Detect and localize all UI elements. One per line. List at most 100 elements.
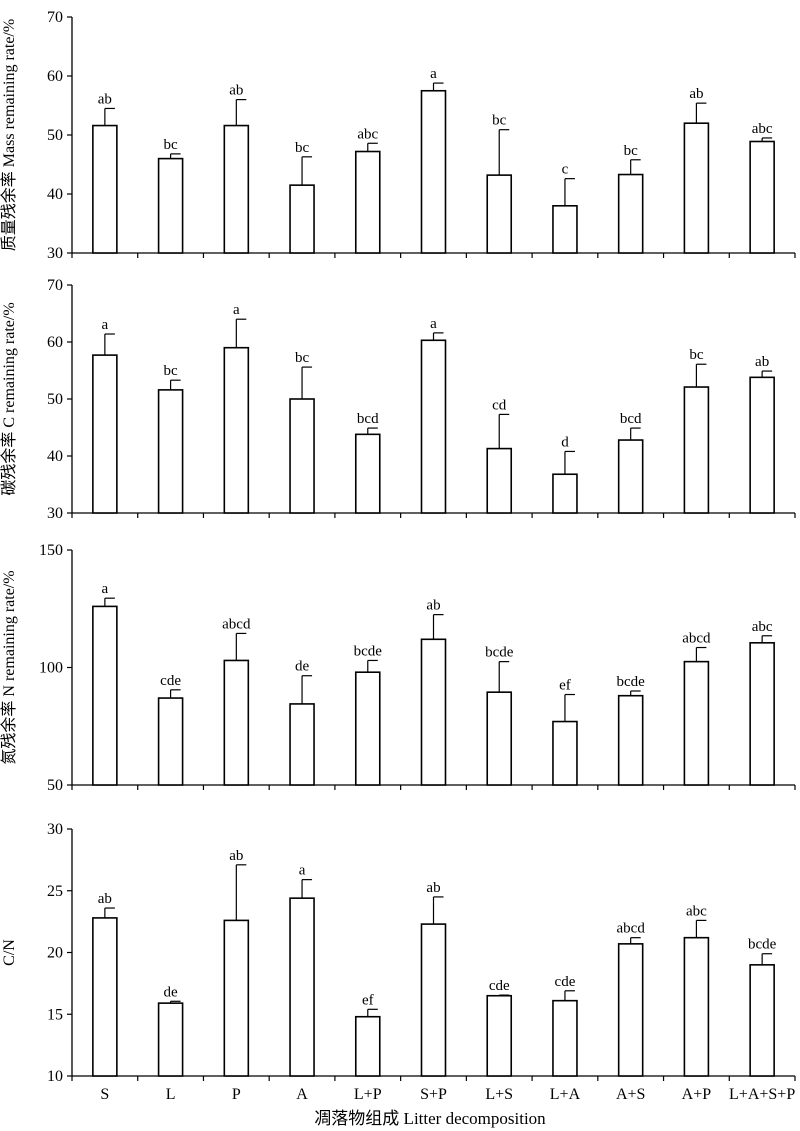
y-axis-title: 质量残余率 Mass remaining rate/%: [0, 19, 18, 251]
significance-label: bcde: [617, 674, 646, 690]
bar: [92, 124, 118, 254]
significance-label: bc: [295, 350, 310, 366]
bar: [354, 671, 381, 786]
x-category-label: S: [100, 1086, 109, 1103]
chart-panel-4: 10 15 20 25 30 C/N ab de ab a ef ab cde cde abcd abc bcd…: [1, 821, 796, 1103]
significance-label: bcd: [620, 411, 642, 427]
y-tick-label: 70: [47, 9, 63, 26]
significance-label: bc: [689, 347, 704, 363]
bar: [749, 642, 775, 786]
y-tick-label: 40: [47, 186, 63, 203]
bar: [157, 1002, 184, 1077]
significance-label: abcd: [617, 921, 646, 937]
significance-label: de: [164, 984, 179, 1000]
x-category-label: A: [296, 1086, 308, 1103]
significance-label: abcd: [222, 616, 251, 632]
bar: [420, 89, 447, 254]
bar: [683, 122, 710, 254]
significance-label: cde: [555, 974, 576, 990]
y-tick-label: 30: [47, 821, 63, 838]
significance-label: bc: [295, 140, 310, 156]
y-tick-label: 50: [47, 127, 63, 144]
bar: [289, 897, 315, 1077]
bar: [354, 1015, 381, 1077]
bar: [223, 919, 250, 1077]
y-tick-label: 30: [47, 505, 63, 522]
significance-label: abc: [752, 619, 773, 635]
x-category-label: L+A: [550, 1086, 581, 1103]
bar: [552, 205, 578, 254]
significance-label: de: [295, 659, 310, 675]
bar: [617, 694, 644, 786]
y-tick-label: 30: [47, 245, 63, 262]
bar: [157, 157, 184, 254]
y-tick-label: 60: [47, 334, 63, 351]
significance-label: ab: [98, 91, 112, 107]
significance-label: cde: [489, 978, 510, 994]
x-category-label: L+S: [485, 1086, 513, 1103]
y-tick-label: 15: [47, 1006, 63, 1023]
bar: [749, 964, 775, 1077]
bar: [92, 605, 118, 786]
bar: [749, 376, 775, 514]
x-category-label: A+P: [682, 1086, 712, 1103]
bar: [552, 473, 578, 514]
significance-label: bcde: [748, 937, 777, 953]
x-category-label: L: [166, 1086, 176, 1103]
bar: [157, 697, 184, 786]
bar: [289, 398, 315, 514]
bar: [617, 439, 644, 514]
bar: [552, 999, 578, 1077]
y-tick-label: 40: [47, 448, 63, 465]
y-tick-label: 50: [47, 391, 63, 408]
chart-panel-1: 30 40 50 60 70 质量残余率 Mass remaining rate/% ab b…: [0, 9, 796, 262]
significance-label: bcde: [485, 645, 514, 661]
bar: [289, 703, 315, 786]
bar: [617, 173, 644, 254]
y-tick-label: 50: [47, 777, 63, 794]
bar: [223, 346, 250, 514]
y-tick-label: 10: [47, 1068, 63, 1085]
bar: [683, 936, 710, 1077]
bar: [683, 660, 710, 786]
significance-label: a: [102, 317, 109, 333]
bar: [486, 174, 513, 254]
x-category-label: L+P: [354, 1086, 382, 1103]
y-axis-title: 氮残余率 N remaining rate/%: [0, 570, 18, 764]
y-tick-label: 25: [47, 883, 63, 900]
significance-label: abc: [686, 903, 707, 919]
significance-label: ef: [559, 678, 571, 694]
bar: [92, 354, 118, 514]
significance-label: ab: [98, 891, 112, 907]
bar: [420, 638, 447, 786]
bar: [420, 923, 447, 1077]
bar: [354, 150, 381, 254]
bar: [157, 389, 184, 514]
chart-panel-2: 30 40 50 60 70 碳残余率 C remaining rate/% a bc a bc b…: [0, 277, 796, 522]
y-tick-label: 60: [47, 68, 63, 85]
y-tick-label: 70: [47, 277, 63, 294]
bar: [486, 691, 513, 786]
x-axis-title: 凋落物组成 Litter decomposition: [314, 1109, 546, 1128]
bar: [223, 659, 250, 786]
significance-label: abc: [357, 126, 378, 142]
x-category-label: P: [232, 1086, 241, 1103]
y-axis-title: 碳残余率 C remaining rate/%: [0, 302, 18, 495]
significance-label: cde: [160, 673, 181, 689]
bar: [486, 994, 513, 1077]
x-category-label: A+S: [616, 1086, 645, 1103]
significance-label: ab: [229, 848, 243, 864]
significance-label: d: [561, 434, 569, 450]
significance-label: bc: [492, 113, 507, 129]
bar: [289, 184, 315, 254]
significance-label: c: [562, 162, 569, 178]
significance-label: ab: [426, 598, 440, 614]
significance-label: abcd: [682, 631, 711, 647]
significance-label: ab: [689, 86, 703, 102]
y-tick-label: 150: [39, 542, 63, 559]
y-tick-label: 20: [47, 945, 63, 962]
significance-label: ab: [426, 880, 440, 896]
significance-label: cd: [492, 397, 507, 413]
significance-label: ab: [755, 354, 769, 370]
